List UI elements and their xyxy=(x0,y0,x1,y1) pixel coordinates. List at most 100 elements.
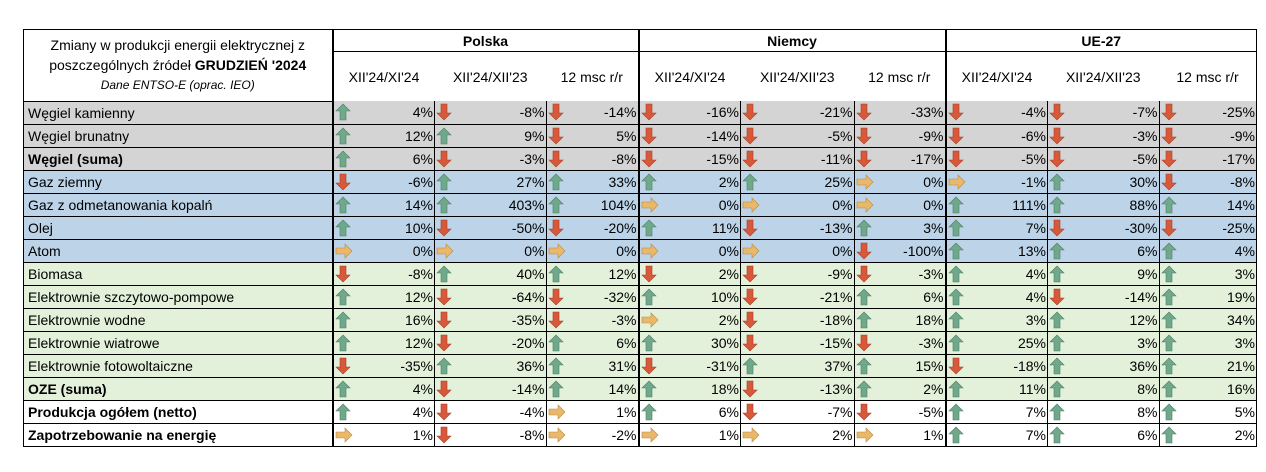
change-value: -6% xyxy=(354,170,435,194)
change-value: 16% xyxy=(1180,377,1257,401)
change-value: 9% xyxy=(1069,262,1160,286)
change-value: 11% xyxy=(660,216,741,240)
trend-down-icon xyxy=(944,147,968,171)
trend-down-icon xyxy=(637,101,661,125)
trend-flat-icon xyxy=(637,239,661,263)
trend-down-icon xyxy=(1159,101,1181,125)
trend-up-icon xyxy=(331,285,355,309)
trend-up-icon xyxy=(331,193,355,217)
change-value: 10% xyxy=(660,285,741,309)
change-value: 3% xyxy=(1180,331,1257,355)
change-value: -16% xyxy=(660,101,741,125)
trend-up-icon xyxy=(331,308,355,332)
change-value: 31% xyxy=(567,354,639,378)
change-value: 104% xyxy=(567,193,639,217)
trend-up-icon xyxy=(1159,423,1181,447)
subcolumn-header: XII'24/XII'23 xyxy=(452,68,528,85)
change-value: -2% xyxy=(567,423,639,447)
change-value: 3% xyxy=(967,308,1048,332)
change-value: -15% xyxy=(660,147,741,171)
table-row: Produkcja ogółem (netto) 4% -4% 1% 6% -7% -5% 7… xyxy=(23,400,1257,424)
trend-up-icon xyxy=(1159,354,1181,378)
trend-flat-icon xyxy=(740,239,762,263)
trend-up-icon xyxy=(944,193,968,217)
trend-up-icon xyxy=(637,377,661,401)
row-label: Elektrownie fotowoltaiczne xyxy=(23,354,333,378)
trend-down-icon xyxy=(740,262,762,286)
trend-down-icon xyxy=(854,124,876,148)
trend-up-icon xyxy=(944,216,968,240)
change-value: 18% xyxy=(875,308,946,332)
trend-up-icon xyxy=(1159,239,1181,263)
change-value: 0% xyxy=(354,239,435,263)
change-value: 0% xyxy=(875,193,946,217)
change-value: 1% xyxy=(875,423,946,447)
change-value: 12% xyxy=(354,285,435,309)
change-value: 37% xyxy=(762,354,855,378)
trend-down-icon xyxy=(740,400,762,424)
trend-down-icon xyxy=(1159,147,1181,171)
row-label: Węgiel (suma) xyxy=(23,147,333,171)
trend-down-icon xyxy=(944,101,968,125)
trend-down-icon xyxy=(637,354,661,378)
trend-down-icon xyxy=(434,101,456,125)
change-value: -35% xyxy=(456,308,547,332)
change-value: 7% xyxy=(967,216,1048,240)
trend-up-icon xyxy=(944,400,968,424)
change-value: 0% xyxy=(567,239,639,263)
trend-flat-icon xyxy=(546,400,568,424)
change-value: 40% xyxy=(456,262,547,286)
change-value: 4% xyxy=(967,262,1048,286)
change-value: 9% xyxy=(456,124,547,148)
change-value: -17% xyxy=(875,147,946,171)
change-value: 19% xyxy=(1180,285,1257,309)
trend-down-icon xyxy=(637,262,661,286)
change-value: 3% xyxy=(1069,331,1160,355)
table-row: OZE (suma) 4% -14% 14% 18% -13% 2% 11% 8% 16% xyxy=(23,377,1257,401)
change-value: 6% xyxy=(354,147,435,171)
trend-down-icon xyxy=(944,354,968,378)
table-row: Olej 10% -50% -20% 11% -13% 3% 7% -30% -25% xyxy=(23,216,1257,240)
trend-down-icon xyxy=(1159,124,1181,148)
table-row: Węgiel kamienny 4% -8% -14% -16% -21% -33% -4% -… xyxy=(23,101,1257,125)
trend-up-icon xyxy=(1159,400,1181,424)
trend-up-icon xyxy=(1047,193,1069,217)
trend-up-icon xyxy=(546,193,568,217)
change-value: 0% xyxy=(762,239,855,263)
trend-up-icon xyxy=(854,354,876,378)
trend-down-icon xyxy=(331,170,355,194)
title-plain: poszczególnych źródeł xyxy=(49,57,195,74)
trend-up-icon xyxy=(331,331,355,355)
change-value: 25% xyxy=(762,170,855,194)
trend-down-icon xyxy=(1047,285,1069,309)
trend-down-icon xyxy=(434,216,456,240)
change-value: -17% xyxy=(1180,147,1257,171)
trend-up-icon xyxy=(331,377,355,401)
trend-flat-icon xyxy=(637,308,661,332)
change-value: 2% xyxy=(762,423,855,447)
subcolumn-header: XII'24/XI'24 xyxy=(637,51,741,101)
trend-up-icon xyxy=(434,170,456,194)
change-value: -4% xyxy=(967,101,1048,125)
change-value: -50% xyxy=(456,216,547,240)
title-line-2: poszczególnych źródeł GRUDZIEŃ '2024 xyxy=(25,55,332,75)
trend-up-icon xyxy=(434,124,456,148)
trend-down-icon xyxy=(434,423,456,447)
change-value: -13% xyxy=(762,216,855,240)
row-label: Produkcja ogółem (netto) xyxy=(23,400,333,424)
change-value: 33% xyxy=(567,170,639,194)
trend-up-icon xyxy=(944,331,968,355)
change-value: 3% xyxy=(1180,262,1257,286)
trend-up-icon xyxy=(1047,423,1069,447)
change-value: 30% xyxy=(660,331,741,355)
change-value: 11% xyxy=(967,377,1048,401)
change-value: 4% xyxy=(354,400,435,424)
table-row: Węgiel (suma) 6% -3% -8% -15% -11% -17% -5% -5% -… xyxy=(23,147,1257,171)
trend-flat-icon xyxy=(331,423,355,447)
change-value: 0% xyxy=(875,170,946,194)
change-value: 14% xyxy=(354,193,435,217)
trend-up-icon xyxy=(854,308,876,332)
change-value: -20% xyxy=(456,331,547,355)
change-value: 8% xyxy=(1069,400,1160,424)
change-value: 27% xyxy=(456,170,547,194)
